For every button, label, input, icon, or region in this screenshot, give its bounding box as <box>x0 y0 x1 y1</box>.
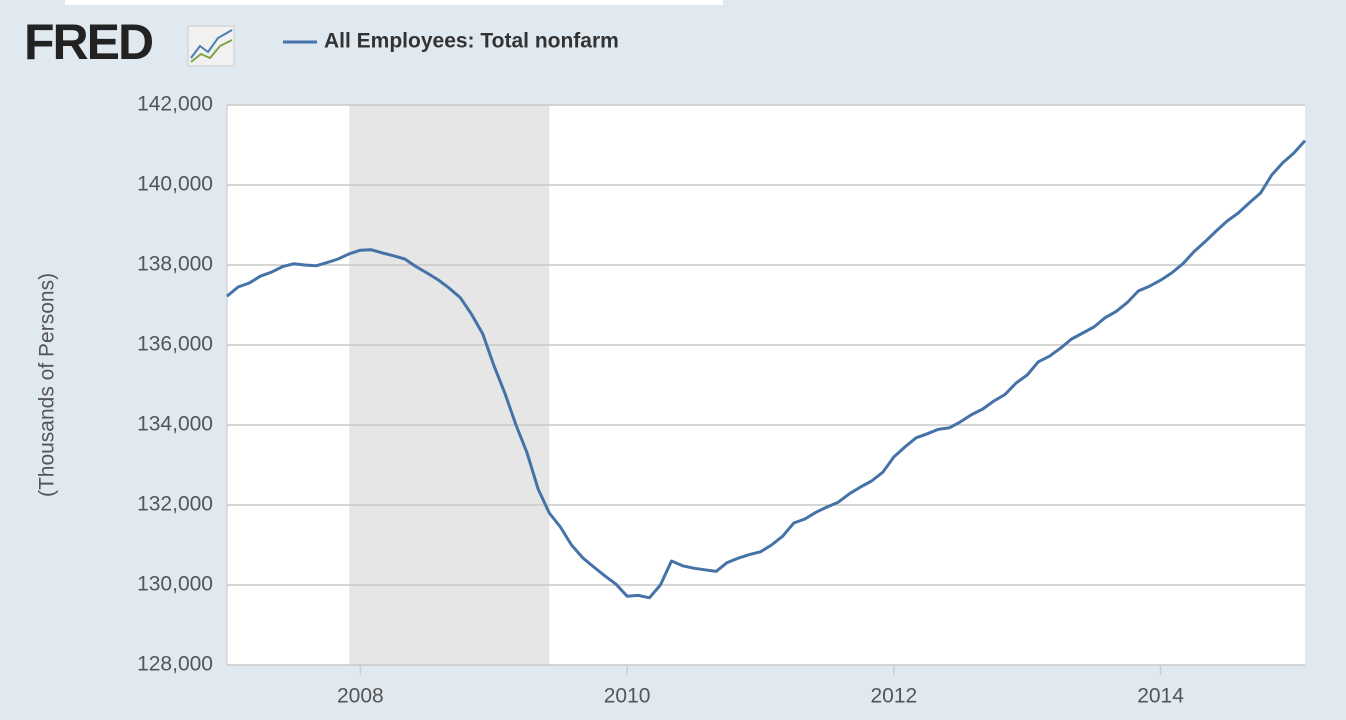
y-tick-label: 138,000 <box>137 253 213 276</box>
logo: FRED <box>24 14 153 70</box>
y-tick-label: 128,000 <box>137 653 213 676</box>
y-tick-label: 142,000 <box>137 93 213 116</box>
x-tick-label: 2010 <box>604 685 651 708</box>
logo-icon <box>187 25 235 67</box>
y-tick-label: 132,000 <box>137 493 213 516</box>
series-line <box>226 139 1307 600</box>
y-tick-label: 140,000 <box>137 173 213 196</box>
x-tick-label: 2008 <box>337 685 384 708</box>
x-tick-label: 2014 <box>1137 685 1184 708</box>
legend-label: All Employees: Total nonfarm <box>324 30 619 53</box>
y-tick-label: 130,000 <box>137 573 213 596</box>
y-axis-label: (Thousands of Persons) <box>36 273 59 497</box>
y-tick-label: 134,000 <box>137 413 213 436</box>
top-strip <box>65 0 723 5</box>
y-tick-label: 136,000 <box>137 333 213 356</box>
recession-shade <box>349 105 550 665</box>
x-tick-label: 2012 <box>870 685 917 708</box>
